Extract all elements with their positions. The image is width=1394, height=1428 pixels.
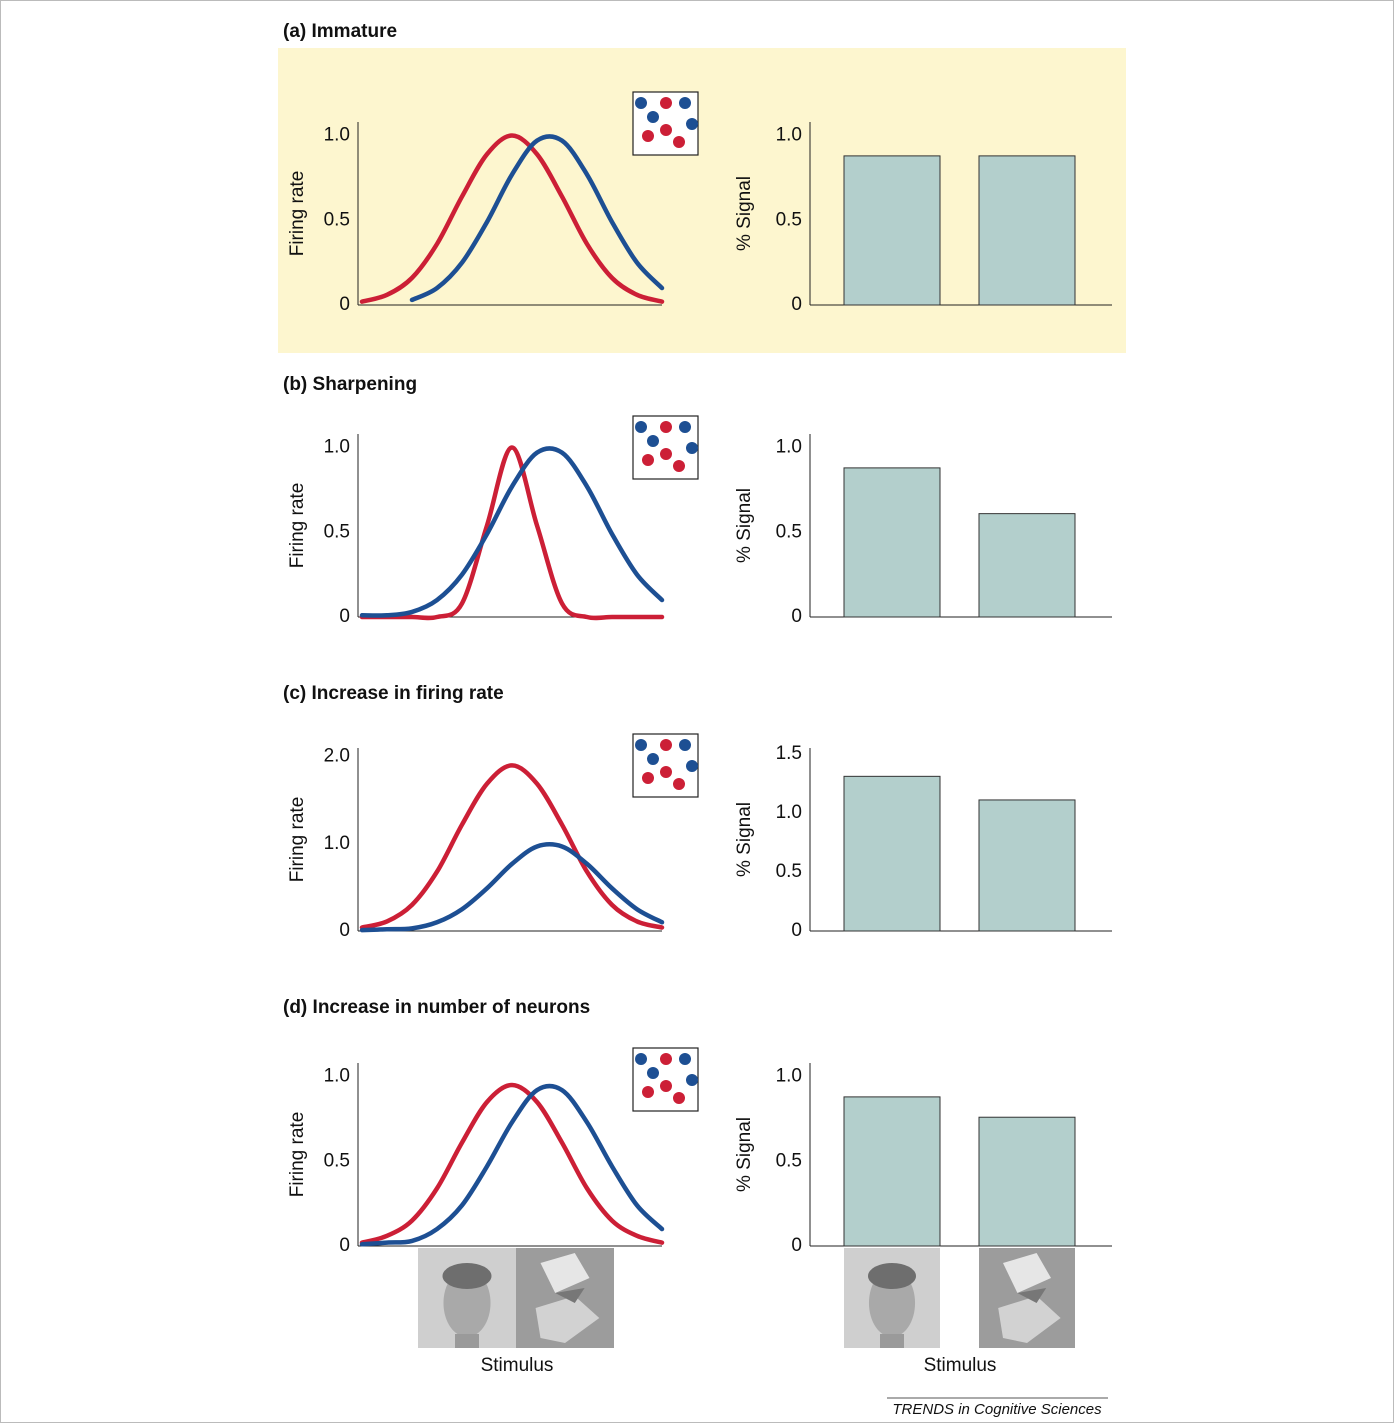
y-axis-label: Firing rate	[287, 1112, 308, 1198]
stimulus-face	[418, 1248, 516, 1348]
y-tick-label: 0	[791, 1235, 802, 1256]
bar	[979, 800, 1075, 931]
y-tick-label: 1.0	[776, 437, 802, 458]
panel-title: (a) Immature	[283, 21, 397, 42]
icon-dot	[673, 136, 685, 148]
y-tick-label: 0.5	[324, 1150, 350, 1171]
icon-dot	[686, 442, 698, 454]
y-tick-label: 1.5	[776, 743, 802, 764]
y-tick-label: 2.0	[324, 746, 350, 767]
x-axis-label: Stimulus	[481, 1355, 554, 1376]
icon-dot	[635, 421, 647, 433]
icon-dot	[660, 1080, 672, 1092]
icon-dot	[647, 753, 659, 765]
icon-dot	[642, 1086, 654, 1098]
y-tick-label: 0.5	[776, 1150, 802, 1171]
y-tick-label: 0.5	[776, 209, 802, 230]
face-neck	[880, 1334, 904, 1348]
figure: TRENDS in Cognitive Sciences (a) Immatur…	[0, 0, 1394, 1423]
y-axis-label: Firing rate	[287, 797, 308, 883]
footer: TRENDS in Cognitive Sciences	[892, 1401, 1102, 1418]
icon-dot	[642, 130, 654, 142]
icon-dot	[647, 1067, 659, 1079]
y-tick-label: 0	[791, 606, 802, 627]
icon-dot	[686, 118, 698, 130]
panel-title: (c) Increase in firing rate	[283, 683, 504, 704]
icon-dot	[660, 739, 672, 751]
panel-title: (b) Sharpening	[283, 374, 417, 395]
icon-dot	[679, 421, 691, 433]
bar	[844, 468, 940, 617]
face-neck	[455, 1334, 479, 1348]
y-axis-label: Firing rate	[287, 483, 308, 569]
icon-dot	[660, 448, 672, 460]
y-axis-label: % Signal	[734, 802, 755, 877]
face-hair	[868, 1263, 916, 1289]
icon-dot	[679, 1053, 691, 1065]
icon-dot	[660, 1053, 672, 1065]
icon-dot	[673, 460, 685, 472]
stimulus-object	[979, 1248, 1075, 1348]
y-tick-label: 0.5	[776, 861, 802, 882]
y-axis-label: % Signal	[734, 176, 755, 251]
x-axis-label: Stimulus	[924, 1355, 997, 1376]
stimulus-face	[844, 1248, 940, 1348]
icon-dot	[635, 739, 647, 751]
icon-dot	[686, 1074, 698, 1086]
icon-dot	[635, 1053, 647, 1065]
icon-dot	[647, 111, 659, 123]
icon-dot	[647, 435, 659, 447]
icon-dot	[642, 454, 654, 466]
icon-dot	[635, 97, 647, 109]
bar	[844, 1097, 940, 1246]
icon-dot	[642, 772, 654, 784]
bar	[844, 156, 940, 305]
face-hair	[443, 1263, 492, 1289]
y-axis-label: % Signal	[734, 488, 755, 563]
neuron-icon	[633, 1048, 698, 1111]
icon-dot	[679, 97, 691, 109]
y-axis-label: Firing rate	[287, 171, 308, 257]
icon-dot	[660, 421, 672, 433]
icon-dot	[660, 97, 672, 109]
y-tick-label: 1.0	[324, 437, 350, 458]
bar	[979, 1117, 1075, 1246]
y-tick-label: 1.0	[776, 125, 802, 146]
y-tick-label: 0	[791, 294, 802, 315]
y-tick-label: 0	[339, 606, 350, 627]
y-tick-label: 1.0	[324, 833, 350, 854]
icon-dot	[660, 124, 672, 136]
y-tick-label: 0	[791, 920, 802, 941]
y-tick-label: 0.5	[324, 209, 350, 230]
y-tick-label: 0	[339, 920, 350, 941]
icon-dot	[679, 739, 691, 751]
y-tick-label: 0.5	[324, 521, 350, 542]
neuron-icon	[633, 734, 698, 797]
y-tick-label: 1.0	[324, 1066, 350, 1087]
y-tick-label: 0.5	[776, 521, 802, 542]
icon-dot	[660, 766, 672, 778]
icon-dot	[673, 1092, 685, 1104]
bar	[844, 776, 940, 931]
bar	[979, 156, 1075, 305]
y-tick-label: 0	[339, 294, 350, 315]
neuron-icon	[633, 416, 698, 479]
icon-dot	[686, 760, 698, 772]
neuron-icon	[633, 92, 698, 155]
y-tick-label: 1.0	[324, 125, 350, 146]
icon-dot	[673, 778, 685, 790]
bar	[979, 514, 1075, 617]
stimulus-object	[516, 1248, 614, 1348]
panel-title: (d) Increase in number of neurons	[283, 997, 590, 1018]
y-tick-label: 1.0	[776, 802, 802, 823]
y-axis-label: % Signal	[734, 1117, 755, 1192]
y-tick-label: 0	[339, 1235, 350, 1256]
y-tick-label: 1.0	[776, 1066, 802, 1087]
